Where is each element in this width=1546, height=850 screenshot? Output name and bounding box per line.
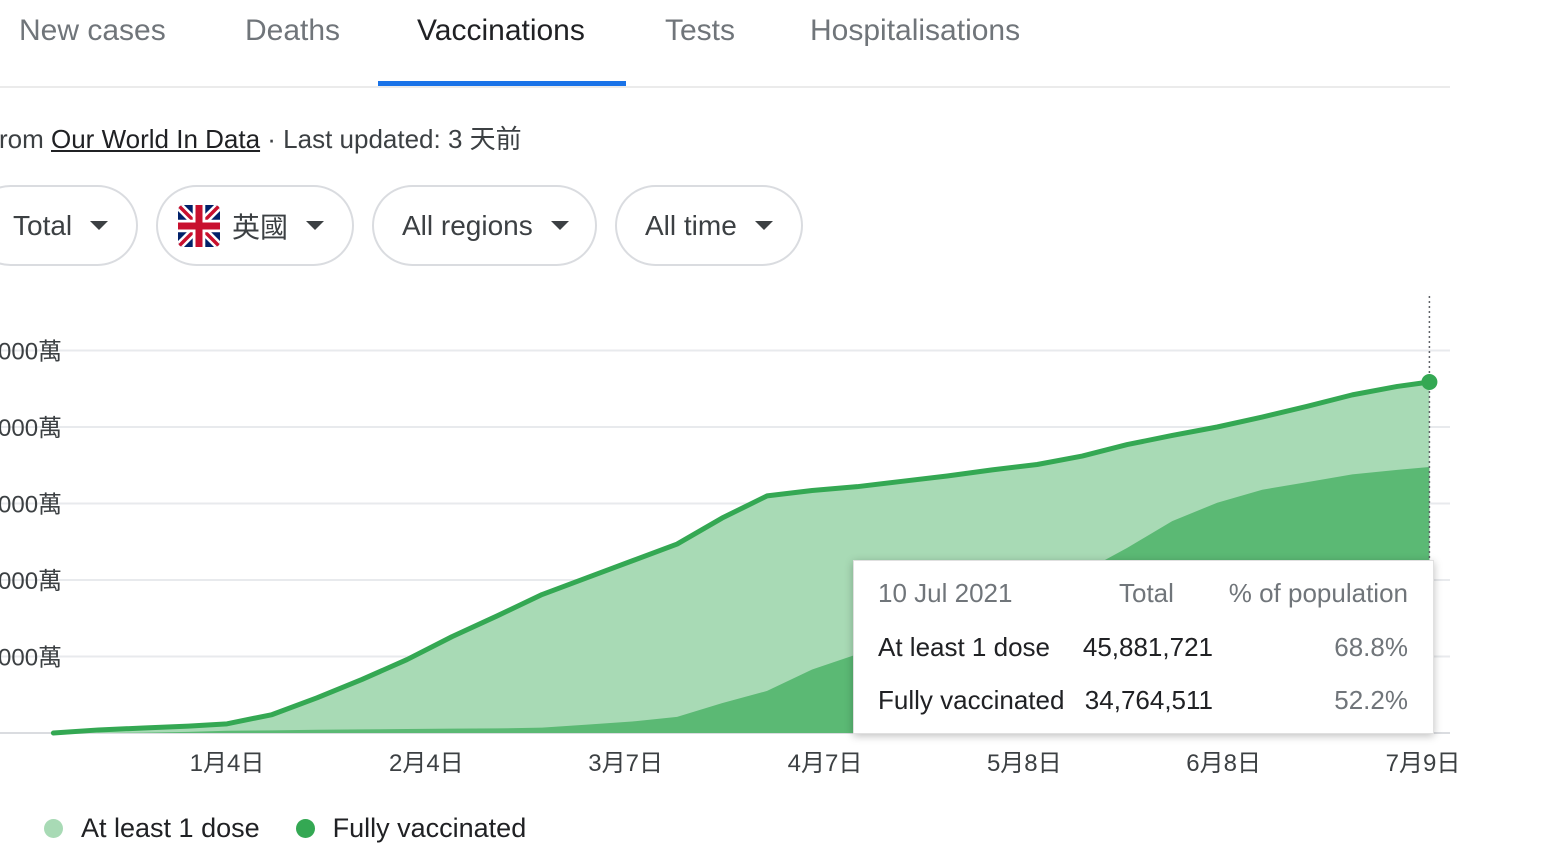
chart-legend: At least 1 dose Fully vaccinated <box>44 813 562 844</box>
tooltip-row-label: Fully vaccinated <box>878 685 1065 715</box>
source-link[interactable]: Our World In Data <box>51 124 261 154</box>
tooltip-total-header: Total <box>1119 578 1174 608</box>
chart-tooltip: 10 Jul 2021 Total % of population At lea… <box>853 560 1434 734</box>
tab-vaccinations[interactable]: Vaccinations <box>417 14 585 47</box>
tooltip-row-total: 45,881,721 <box>1082 632 1213 662</box>
x-tick-label: 4月7日 <box>788 750 863 777</box>
country-filter-chip[interactable]: 英國 <box>156 185 354 266</box>
time-filter-label: All time <box>645 209 737 241</box>
legend-swatch <box>295 819 315 838</box>
tooltip-pct-header: % of population <box>1228 578 1408 608</box>
x-tick-label: 6月8日 <box>1186 750 1261 777</box>
caret-down-icon <box>754 221 773 230</box>
active-tab-indicator <box>378 81 626 86</box>
caret-down-icon <box>550 221 569 230</box>
metric-filter-chip[interactable]: Total <box>0 185 138 266</box>
hover-point-marker <box>1421 374 1438 391</box>
tab-new-cases[interactable]: New cases <box>19 14 166 47</box>
tab-hospitalisations[interactable]: Hospitalisations <box>810 14 1021 47</box>
y-tick-label: 000萬 <box>0 339 62 366</box>
x-tick-label: 2月4日 <box>389 750 464 777</box>
tab-deaths[interactable]: Deaths <box>245 14 341 47</box>
y-tick-label: 000萬 <box>0 492 62 519</box>
caret-down-icon <box>306 221 325 230</box>
metric-filter-label: Total <box>13 209 73 241</box>
y-tick-label: 000萬 <box>0 415 62 442</box>
x-tick-label: 7月9日 <box>1386 750 1461 777</box>
tooltip-row-pct: 52.2% <box>1334 685 1408 715</box>
tab-tests[interactable]: Tests <box>665 14 736 47</box>
country-filter-label: 英國 <box>232 211 289 243</box>
tooltip-row-label: At least 1 dose <box>878 632 1050 662</box>
y-tick-label: 000萬 <box>0 568 62 595</box>
tooltip-row-pct: 68.8% <box>1334 632 1408 662</box>
x-tick-label: 1月4日 <box>190 750 265 777</box>
tab-bar: New cases Deaths Vaccinations Tests Hosp… <box>0 0 1450 88</box>
source-line: rom Our World In Data · Last updated: 3 … <box>0 119 522 156</box>
last-updated: · Last updated: 3 天前 <box>260 124 522 154</box>
source-prefix: rom <box>0 124 51 154</box>
region-filter-label: All regions <box>402 209 533 241</box>
caret-down-icon <box>90 221 109 230</box>
legend-label: Fully vaccinated <box>332 813 527 843</box>
region-filter-chip[interactable]: All regions <box>372 185 597 266</box>
x-tick-label: 3月7日 <box>588 750 663 777</box>
tooltip-date: 10 Jul 2021 <box>878 578 1013 608</box>
legend-swatch <box>44 819 63 838</box>
time-filter-chip[interactable]: All time <box>615 185 803 266</box>
legend-item-fully[interactable]: Fully vaccinated <box>295 813 527 844</box>
y-tick-label: 000萬 <box>0 645 62 672</box>
series-line-at-least-1-dose <box>50 379 1432 736</box>
x-tick-label: 5月8日 <box>987 750 1062 777</box>
tooltip-row-total: 34,764,511 <box>1084 685 1213 715</box>
uk-flag-icon <box>178 204 220 247</box>
legend-item-dose1[interactable]: At least 1 dose <box>44 813 260 844</box>
legend-label: At least 1 dose <box>81 813 260 843</box>
